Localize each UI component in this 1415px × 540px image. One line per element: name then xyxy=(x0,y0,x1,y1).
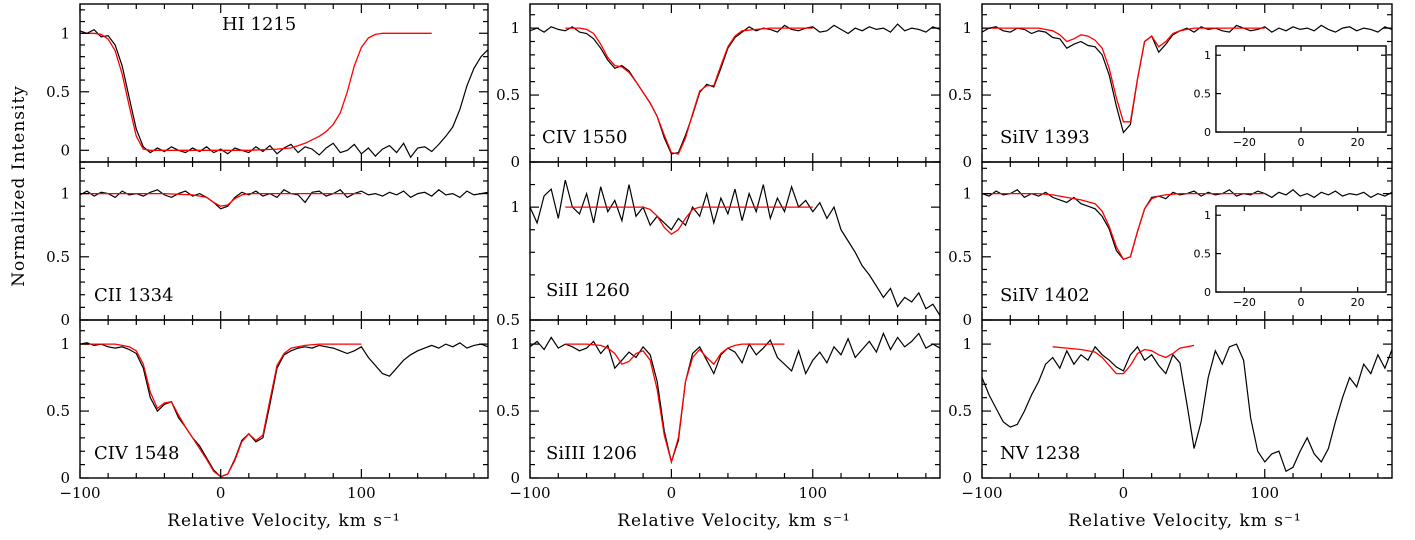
panel-frame xyxy=(79,319,489,479)
panel-0: 0 0.5 1 HI 1215 xyxy=(46,3,489,163)
panel-4: 0.5 1 SiII 1260 xyxy=(496,161,941,329)
y-tick-label: 0.5 xyxy=(496,86,520,104)
panel-ion-label: NV 1238 xyxy=(1000,443,1080,464)
y-tick-label: 1 xyxy=(60,24,70,42)
spectrum-line xyxy=(80,28,488,159)
x-axis-title-col1: Relative Velocity, km s⁻¹ xyxy=(167,511,401,531)
panel-frame xyxy=(529,319,941,479)
spectrum-line xyxy=(982,343,1392,473)
panel-frame xyxy=(981,319,1393,479)
x-axis-title-col2: Relative Velocity, km s⁻¹ xyxy=(617,511,851,531)
model-fit-line xyxy=(982,192,1265,261)
inset-x-tick-label: −20 xyxy=(1233,296,1256,309)
y-tick-label: 0.5 xyxy=(948,402,972,420)
model-fit-line xyxy=(80,192,362,207)
y-tick-label: 0 xyxy=(962,469,972,487)
x-axis-title-col3: Relative Velocity, km s⁻¹ xyxy=(1068,511,1302,531)
panel-3: 0 0.5 1 CII 1334 xyxy=(46,161,489,329)
y-tick-label: 1 xyxy=(510,335,520,353)
x-tick-label: −100 xyxy=(509,484,550,502)
spectrum-line xyxy=(530,23,940,155)
inset-x-tick-label: 20 xyxy=(1351,136,1365,149)
y-axis-title: Normalized Intensity xyxy=(9,85,29,287)
y-tick-label: 0.5 xyxy=(948,86,972,104)
panel-2: 0 0.5 1 SiIV 1393 −20 0 20 0 0.5 1 xyxy=(948,3,1393,171)
y-tick-label: 0.5 xyxy=(496,311,520,329)
model-fit-line xyxy=(565,206,813,236)
y-tick-label: 1 xyxy=(962,185,972,203)
y-tick-label: 0 xyxy=(60,311,70,329)
panel-ion-label: SiIII 1206 xyxy=(546,443,637,464)
spectrum-line xyxy=(80,342,488,478)
inset-x-tick-label: 20 xyxy=(1351,296,1365,309)
spectrum-line xyxy=(530,331,940,465)
inset-border xyxy=(1215,45,1387,133)
model-fit-line xyxy=(80,32,432,151)
inset-x-tick-label: 0 xyxy=(1298,136,1305,149)
x-tick-label: 0 xyxy=(667,484,677,502)
y-tick-label: 1 xyxy=(60,335,70,353)
panel-1: 0 0.5 1 CIV 1550 xyxy=(496,3,941,171)
panel-ion-label: SiIV 1402 xyxy=(1000,285,1090,306)
model-fit-line xyxy=(1052,344,1195,375)
y-tick-label: 0 xyxy=(60,469,70,487)
y-tick-label: 0.5 xyxy=(948,248,972,266)
x-tick-label: 100 xyxy=(347,484,376,502)
y-tick-label: 1 xyxy=(60,185,70,203)
panel-grid: 0 0.5 1 HI 1215 0 0.5 1 CIV 1550 0 0.5 1 SiIV 1393 −… xyxy=(46,3,1393,502)
y-tick-label: 1 xyxy=(962,19,972,37)
panel-ion-label: CII 1334 xyxy=(94,285,174,306)
model-fit-line xyxy=(565,343,785,465)
inset-y-tick-label: 0 xyxy=(1204,126,1211,139)
y-tick-label: 0 xyxy=(510,469,520,487)
y-tick-label: 0.5 xyxy=(46,402,70,420)
y-tick-label: 0.5 xyxy=(496,402,520,420)
y-tick-label: 0 xyxy=(60,141,70,159)
inset-plot: −20 0 20 0 0.5 1 xyxy=(1194,45,1387,149)
x-tick-label: 100 xyxy=(798,484,827,502)
panel-ion-label: SiII 1260 xyxy=(546,280,630,301)
panel-ion-label: CIV 1550 xyxy=(542,127,627,148)
model-fit-line xyxy=(982,27,1265,123)
y-tick-label: 0 xyxy=(510,153,520,171)
inset-plot: −20 0 20 0 0.5 1 xyxy=(1194,205,1387,309)
panel-ion-label: CIV 1548 xyxy=(94,443,179,464)
inset-y-tick-label: 0.5 xyxy=(1194,248,1212,261)
y-tick-label: 0 xyxy=(962,311,972,329)
model-fit-line xyxy=(565,27,813,155)
x-tick-label: −100 xyxy=(59,484,100,502)
inset-x-tick-label: −20 xyxy=(1233,136,1256,149)
x-tick-label: −100 xyxy=(961,484,1002,502)
inset-border xyxy=(1215,205,1387,293)
panel-ion-label: HI 1215 xyxy=(222,14,296,35)
spectrum-line xyxy=(530,179,940,316)
spectrum-line xyxy=(80,189,488,210)
y-tick-label: 1 xyxy=(510,19,520,37)
y-tick-label: 1 xyxy=(962,335,972,353)
x-tick-label: 0 xyxy=(216,484,226,502)
y-tick-label: 0 xyxy=(962,153,972,171)
y-tick-label: 1 xyxy=(510,198,520,216)
inset-y-tick-label: 0.5 xyxy=(1194,88,1212,101)
inset-y-tick-label: 1 xyxy=(1204,49,1211,62)
y-tick-label: 0.5 xyxy=(46,248,70,266)
inset-y-tick-label: 1 xyxy=(1204,209,1211,222)
inset-y-tick-label: 0 xyxy=(1204,286,1211,299)
panel-ion-label: SiIV 1393 xyxy=(1000,127,1090,148)
panel-5: 0 0.5 1 SiIV 1402 −20 0 20 0 0.5 1 xyxy=(948,161,1393,329)
x-tick-label: 0 xyxy=(1119,484,1129,502)
model-fit-line xyxy=(80,343,362,478)
inset-x-tick-label: 0 xyxy=(1298,296,1305,309)
spectrum-line xyxy=(982,24,1392,134)
y-tick-label: 0.5 xyxy=(46,83,70,101)
x-tick-label: 100 xyxy=(1250,484,1279,502)
